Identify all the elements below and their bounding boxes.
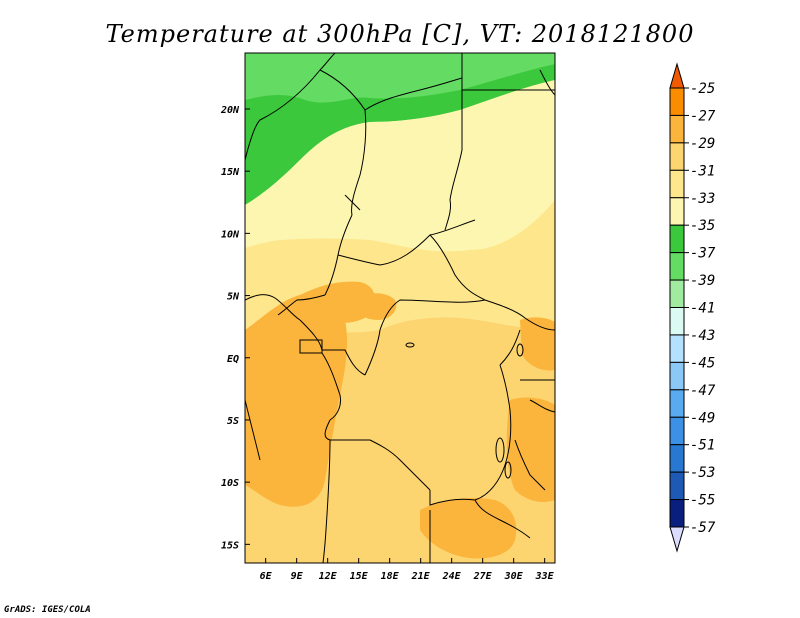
y-axis: 20N 15N 10N 5N EQ 5S 10S 15S [220,105,250,551]
border-line [364,299,486,376]
y-tick-label: 15S [221,540,239,551]
colorbar-label: -39 [690,273,715,289]
map-frame [244,52,556,564]
x-tick-label: 18E [381,571,400,582]
temperature-region [506,397,555,502]
x-tick-label: 21E [411,571,431,582]
border-line [277,294,326,316]
colorbar-label: -35 [690,218,715,234]
colorbar-swatch [669,224,685,254]
border-line [514,439,546,491]
map-panel [245,53,555,563]
border-line [499,329,521,366]
border-line [474,499,531,539]
colorbar-swatch [669,114,685,144]
colorbar-swatch [669,169,685,199]
colorbar-swatch [669,361,685,391]
border-line [299,319,366,376]
colorbar-label: -55 [690,493,715,509]
x-tick-label: 24E [442,571,462,582]
colorbar-swatch [669,142,685,171]
x-tick-label: 6E [260,571,273,582]
colorbar-swatch [669,389,685,418]
border-line [429,219,476,236]
colorbar-label: -37 [690,246,716,262]
x-axis: 6E 9E 12E 15E 18E 21E 24E 27E 30E 33E [260,558,555,582]
colorbar-label: -33 [690,191,715,207]
colorbar-top-arrow [669,62,685,89]
temperature-region [300,281,376,323]
country-borders [245,53,555,563]
y-tick-label: 20N [220,105,240,116]
colorbar-label: -47 [690,383,716,399]
x-tick-label: 12E [319,571,338,582]
temperature-region [350,293,397,320]
border-line [539,69,555,96]
colorbar-label: -51 [690,438,715,454]
colorbar-swatch [669,252,685,281]
colorbar-label: -57 [690,520,716,536]
y-tick-label: 10N [221,229,240,240]
temperature-region [440,165,544,217]
y-tick-label: EQ [227,354,239,365]
temperature-region [245,64,555,205]
border-line [245,399,261,461]
border-line [322,439,331,563]
y-tick-label: 15N [221,167,240,178]
x-tick-label: 30E [504,571,524,582]
temperature-region [245,53,555,175]
chart-title: Temperature at 300hPa [C], VT: 201812180… [106,20,695,48]
border-line [429,490,476,506]
colorbar-label: -25 [690,81,715,97]
colorbar-label: -29 [690,136,715,152]
x-tick-label: 15E [350,571,369,582]
colorbar-label: -49 [690,410,715,426]
credit-label: GrADS: IGES/COLA [4,605,91,615]
colorbar-label: -53 [690,465,715,481]
colorbar-swatch [669,87,685,116]
border-line [324,419,431,491]
colorbar-swatch [669,334,685,363]
border-line [245,294,301,321]
colorbar-swatch [669,416,685,446]
colorbar-label: -41 [690,301,715,317]
colorbar-label: -45 [690,355,715,371]
colorbar-swatch [669,471,685,501]
border-line [529,399,555,413]
temperature-region [420,498,517,559]
colorbar-label: -43 [690,328,715,344]
colorbar-swatch [669,499,685,528]
border-line [245,53,336,161]
x-tick-label: 27E [473,571,493,582]
x-tick-label: 9E [291,571,304,582]
border-line [444,78,463,231]
border-line [364,53,463,111]
temperature-region [520,317,555,371]
colorbar-swatch [669,444,685,473]
border-line [319,69,367,216]
colorbar-swatch [669,307,685,336]
lake-outline [504,461,512,479]
colorbar-swatch [669,197,685,226]
border-line [484,299,555,331]
colorbar-label: -27 [690,108,716,124]
border-line [321,352,341,421]
colorbar-swatch [669,279,685,308]
lake-outline [405,342,415,348]
border-line [474,364,512,501]
colorbar-label: -31 [690,163,715,179]
y-tick-label: 5N [227,292,240,303]
colorbar-bottom-arrow [669,526,685,553]
lake-outline [495,437,505,463]
border-line [344,194,361,211]
y-tick-label: 10S [221,478,239,489]
lake-outline [516,343,524,357]
temperature-field [245,53,555,563]
colorbar: -25 -27 -29 -31 -33 -35 -37 -39 -41 -43 -45 -47 -49 -… [669,62,716,553]
y-tick-label: 5S [227,416,239,427]
x-tick-label: 33E [535,571,555,582]
